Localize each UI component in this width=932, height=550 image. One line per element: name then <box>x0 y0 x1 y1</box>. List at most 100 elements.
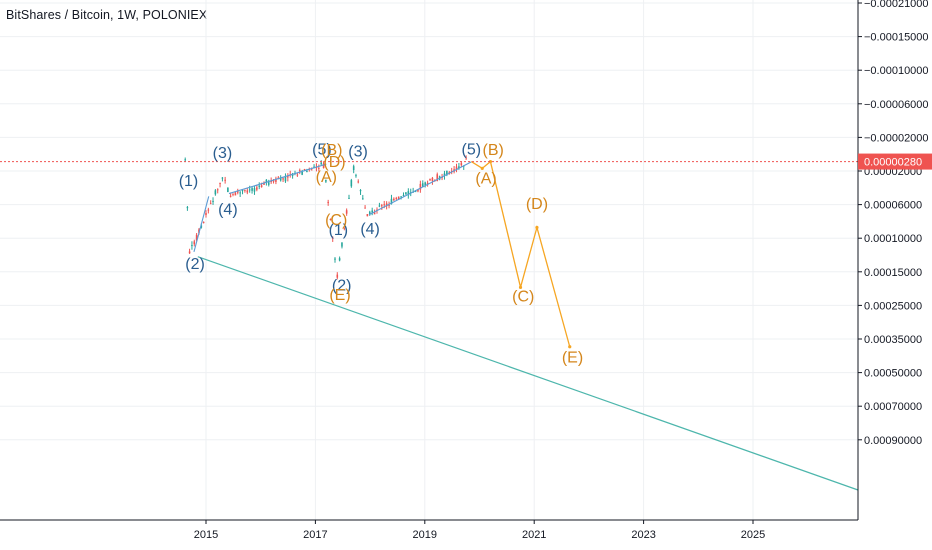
projection-point <box>480 166 484 170</box>
candle-body <box>325 180 327 182</box>
candle-body <box>352 166 355 171</box>
wave-label-blue: (2) <box>185 256 205 273</box>
candle-body <box>221 177 224 179</box>
candle-body <box>303 169 306 171</box>
candle-body <box>378 205 381 207</box>
candle-body <box>251 188 253 191</box>
candle-body <box>431 177 434 182</box>
candle-body <box>234 192 237 196</box>
support-trendline <box>197 256 859 491</box>
candle-body <box>256 187 258 190</box>
candle-body <box>458 166 460 169</box>
y-tick-label: 0.00090000 <box>864 435 922 447</box>
candle-body <box>272 180 275 182</box>
wave-label-orange: (B) <box>483 142 504 159</box>
candle-body <box>284 176 287 182</box>
candle-body <box>393 198 395 201</box>
candle-body <box>322 163 325 168</box>
candle-body <box>246 190 249 193</box>
candle-body <box>253 188 256 192</box>
candle-body <box>298 170 301 172</box>
candle-body <box>373 212 376 215</box>
y-tick-label: 0.00006000 <box>864 200 922 212</box>
y-tick-label: 0.00050000 <box>864 368 922 380</box>
candle-body <box>209 203 212 205</box>
wave-label-orange: (C) <box>512 288 534 305</box>
current-price-label: 0.00000280 <box>864 157 922 169</box>
candle-body <box>219 182 221 184</box>
candle-body <box>336 274 339 278</box>
candle-body <box>202 221 205 223</box>
candle-body <box>229 195 232 197</box>
wave-label-blue: (5) <box>462 142 482 159</box>
candle-body <box>419 183 422 190</box>
candle-body <box>267 182 270 185</box>
candle-body <box>407 191 410 196</box>
candle-body <box>310 169 313 171</box>
y-tick-label: −0.00021000 <box>864 0 929 10</box>
wave-label-orange: (A) <box>316 169 337 186</box>
candle-body <box>275 178 277 182</box>
candle-body <box>400 196 402 198</box>
candle-body <box>270 181 272 183</box>
projection-path <box>470 160 571 347</box>
candle-body <box>212 200 214 202</box>
price-axis[interactable]: −0.00021000 −0.00015000 −0.00010000 −0.0000… <box>857 0 932 520</box>
wave-connector-line <box>193 196 210 253</box>
candle-body <box>184 159 187 161</box>
wave-label-blue: (1) <box>329 222 349 239</box>
projection-point <box>518 285 523 289</box>
wave-labels: (1)(2)(3)(4)(5)(1)(2)(3)(4)(5)(B)(D)(A)(… <box>179 142 583 367</box>
y-tick-label: 0.00070000 <box>864 401 922 413</box>
candle-body <box>417 189 419 192</box>
wave-label-orange: (A) <box>475 170 496 187</box>
wave-label-blue: (2) <box>332 278 352 295</box>
candle-body <box>265 179 268 183</box>
candle-body <box>364 207 366 209</box>
candle-body <box>320 162 323 165</box>
wave-label-orange: (C) <box>325 212 347 229</box>
y-tick-label: −0.00002000 <box>864 132 929 144</box>
wave-label-orange: (D) <box>526 196 548 213</box>
candle-body <box>331 237 334 239</box>
candle-body <box>279 177 282 181</box>
candle-body <box>371 210 373 213</box>
candle-body <box>329 219 332 221</box>
chart-title: BitShares / Bitcoin, 1W, POLONIEX <box>6 8 208 22</box>
candle-body <box>200 225 203 228</box>
candle-body <box>381 205 383 207</box>
wave-lines <box>0 159 859 491</box>
wave-label-orange: (E) <box>562 350 583 367</box>
candle-body <box>402 194 405 196</box>
candle-body <box>306 171 308 173</box>
candle-body <box>334 258 336 260</box>
candle-body <box>241 190 244 192</box>
candle-body <box>348 197 350 199</box>
projection-point <box>488 159 493 164</box>
candle-body <box>296 174 299 176</box>
time-axis[interactable]: 2015 2017 2019 2021 2023 2025 <box>0 519 858 541</box>
candle-body <box>426 182 429 185</box>
candle-body <box>429 178 431 181</box>
candle-body <box>207 209 210 211</box>
candle-body <box>258 185 261 187</box>
wave-connector-line <box>368 161 472 216</box>
y-tick-label: 0.00035000 <box>864 334 922 346</box>
candle-body <box>385 203 388 207</box>
candle-body <box>191 245 193 247</box>
wave-label-blue: (5) <box>312 142 332 159</box>
candle-body <box>465 158 467 160</box>
candle-body <box>188 251 191 254</box>
candle-body <box>282 178 284 180</box>
projection-point <box>568 345 572 349</box>
candle-body <box>366 214 369 217</box>
candle-body <box>388 204 390 206</box>
wave-label-blue: (4) <box>360 221 380 238</box>
candle-body <box>341 242 343 247</box>
candle-body <box>362 198 364 200</box>
candle-body <box>260 185 263 188</box>
wave-label-blue: (3) <box>348 143 368 160</box>
candle-body <box>232 193 234 195</box>
candle-body <box>318 167 320 169</box>
